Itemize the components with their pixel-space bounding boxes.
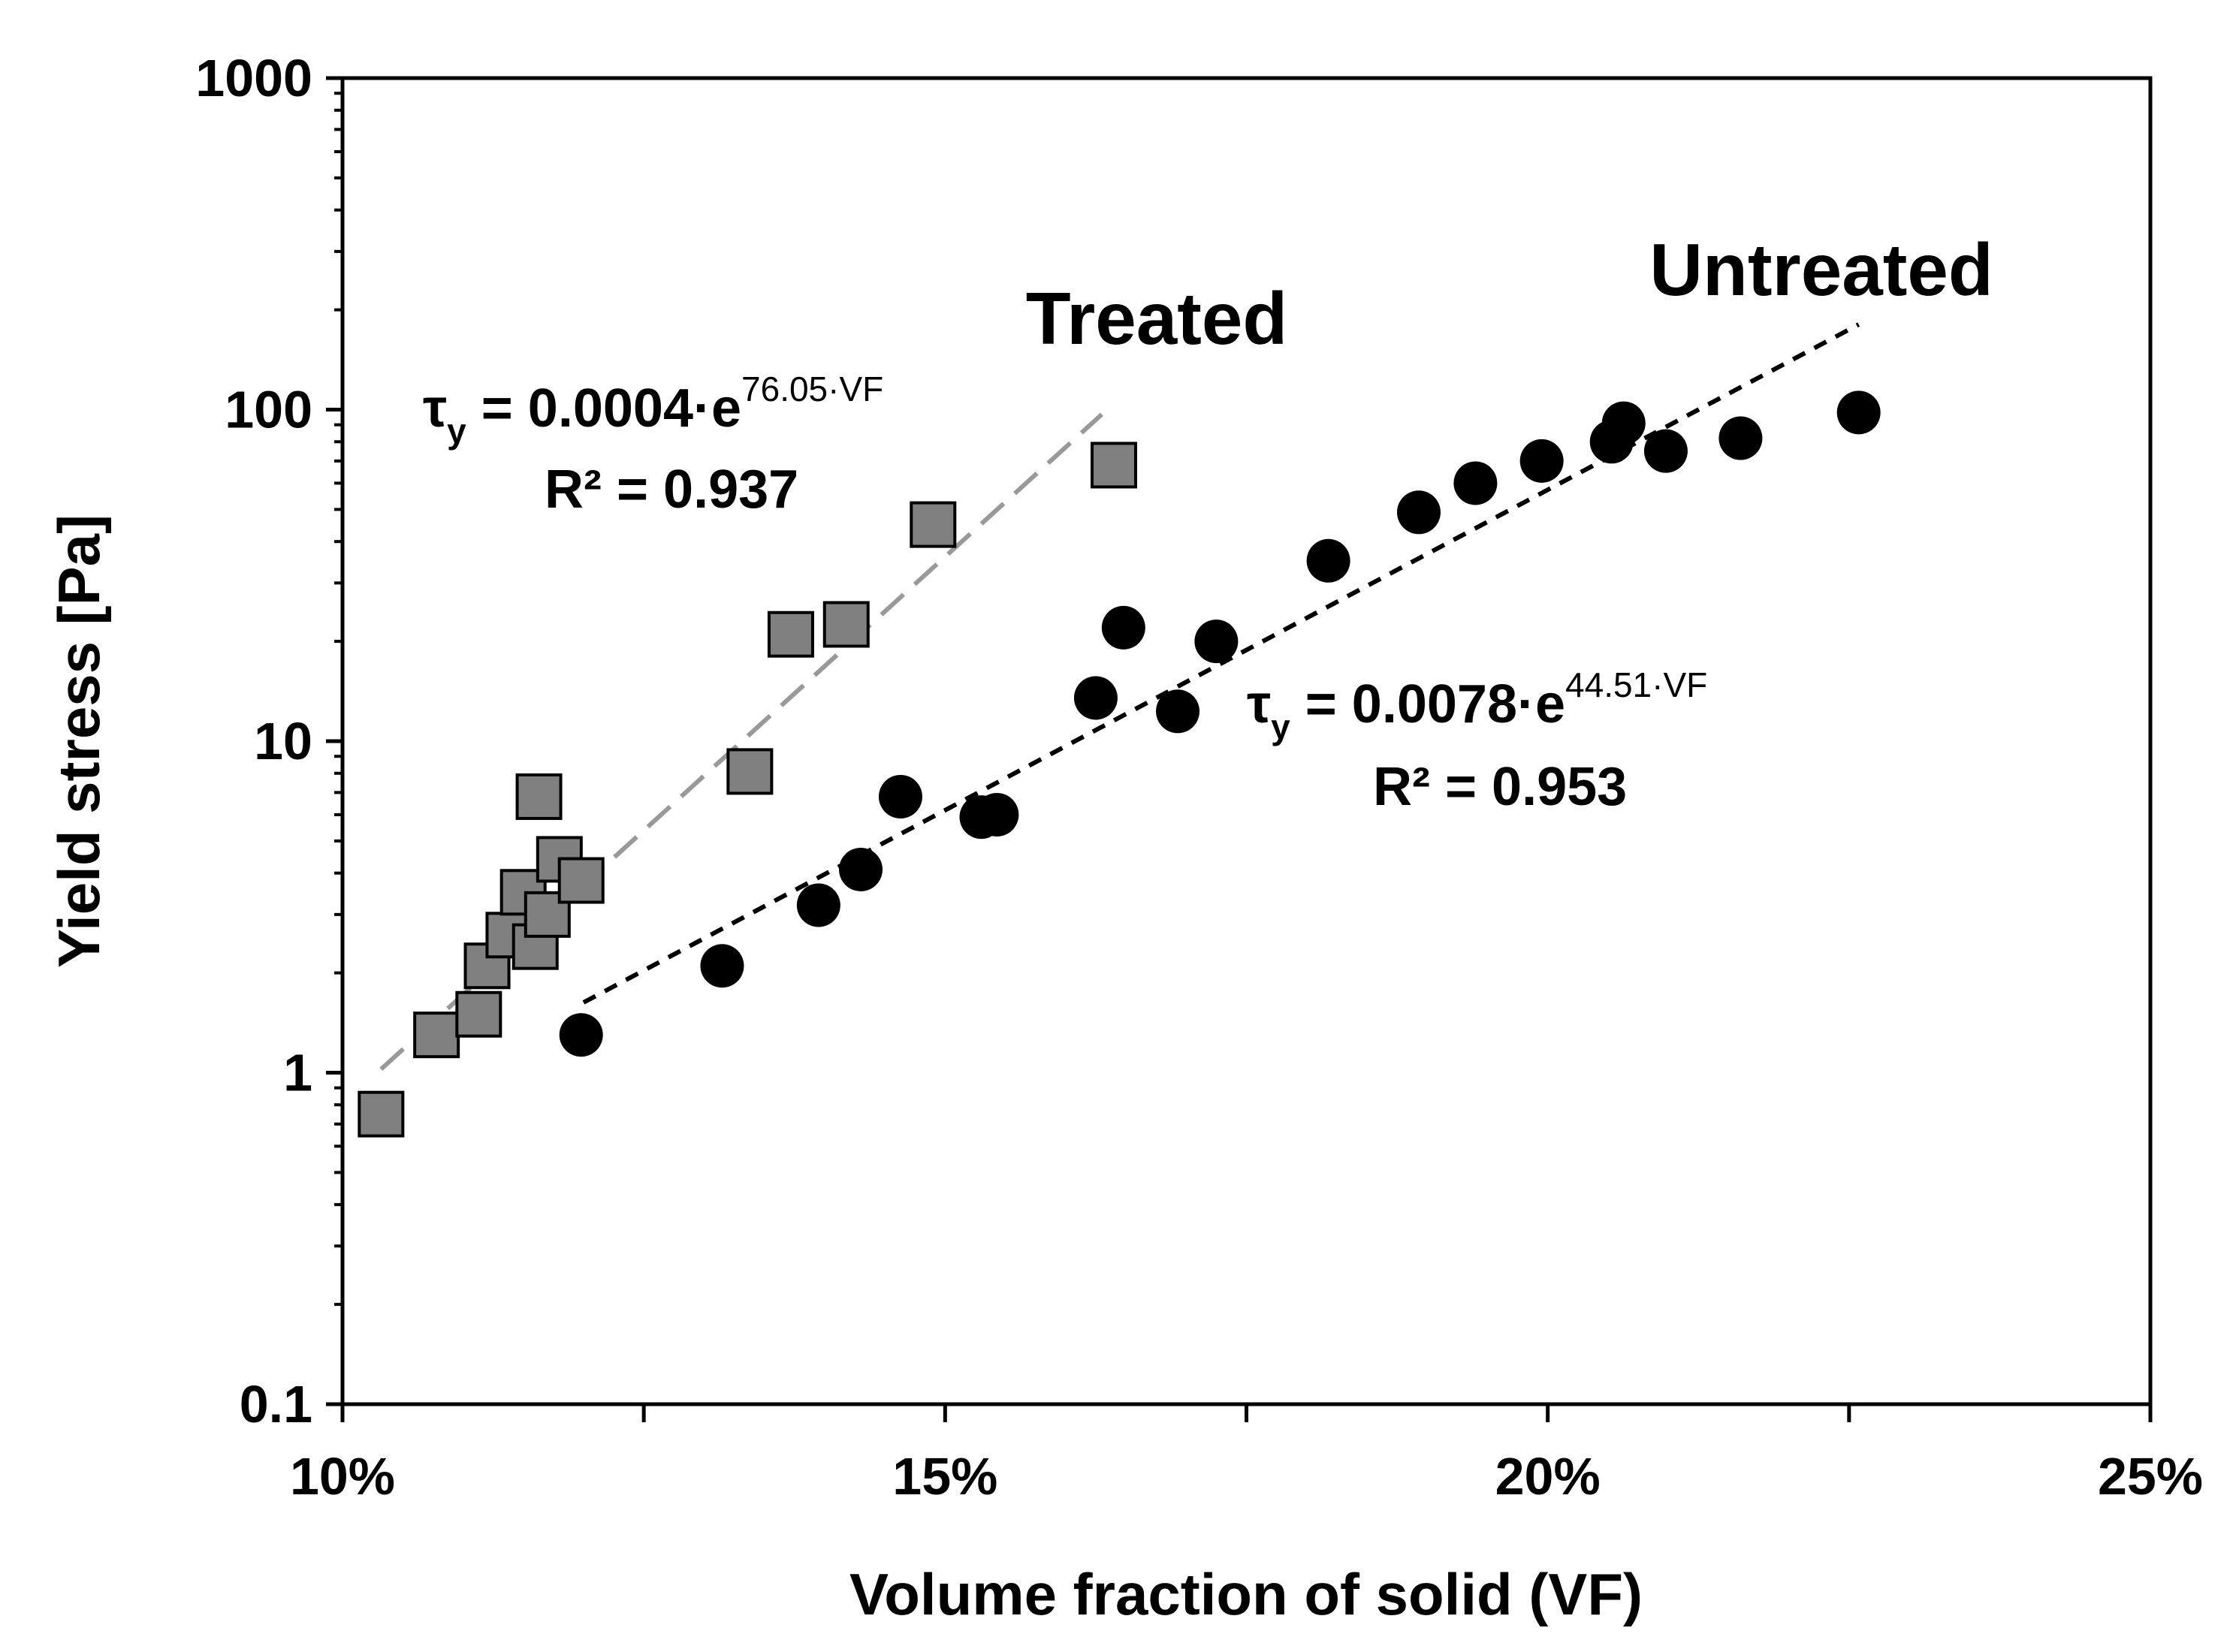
treated-point [910,501,957,548]
untreated-point [1718,416,1763,460]
treated-point [1090,442,1137,489]
treated-eq-coefficient: = 0.0004·e [466,378,741,439]
treated-point [515,773,563,820]
treated-eq-exponent: 76.05·VF [741,369,883,408]
x-axis-ticks [340,1404,2153,1422]
y-axis-title: Yield stress [Pa] [46,514,112,968]
untreated-point [1453,461,1498,505]
untreated-point [1156,689,1200,734]
untreated-point [1396,490,1441,535]
untreated-fit-equation: τy = 0.0078·e44.51·VF [1247,665,1707,746]
treated-point [455,990,502,1038]
untreated-point [559,1013,603,1057]
treated-fit-r2: R² = 0.937 [545,460,798,520]
treated-eq-subscript: y [447,411,466,451]
treated-point [557,857,605,904]
untreated-point [975,792,1019,837]
y-tick-label: 10 [254,712,312,770]
untreated-point [839,847,883,891]
y-tick-label: 1 [283,1044,312,1102]
untreated-point [1643,429,1688,473]
untreated-fit-line [582,322,1860,1005]
y-tick-label: 0.1 [240,1375,312,1433]
treated-point [767,610,814,658]
treated-point [413,1011,460,1059]
untreated-point [796,883,840,927]
x-tick-label: 10% [290,1447,395,1506]
untreated-eq-tau: τ [1247,674,1271,734]
x-axis-title: Volume fraction of solid (VF) [849,1561,1643,1627]
y-tick-label: 1000 [195,49,312,107]
data-markers [358,390,1881,1138]
treated-eq-tau: τ [423,378,447,439]
untreated-series-label: Untreated [1649,228,1993,311]
untreated-point [1836,390,1881,435]
untreated-point [1601,401,1646,445]
untreated-fit-r2: R² = 0.953 [1373,757,1627,817]
treated-point [822,601,870,648]
untreated-point [1073,676,1118,720]
y-axis-tick-labels: 0.1 1 10 100 1000 [195,49,312,1433]
untreated-point [878,774,922,818]
x-tick-label: 15% [892,1447,997,1506]
untreated-point [1519,439,1564,483]
untreated-eq-coefficient: = 0.0078·e [1290,674,1565,734]
x-tick-label: 20% [1495,1447,1601,1506]
untreated-point [1101,605,1145,650]
untreated-point [1194,620,1239,664]
treated-point [726,748,774,795]
treated-point [358,1090,405,1138]
untreated-eq-exponent: 44.51·VF [1565,665,1707,704]
treated-fit-equation: τy = 0.0004·e76.05·VF [423,369,883,451]
y-tick-label: 100 [225,381,312,439]
untreated-point [1306,538,1350,583]
x-tick-label: 25% [2098,1447,2203,1506]
treated-series-label: Treated [1026,277,1288,360]
y-axis-ticks [326,76,342,1406]
untreated-point [700,944,744,988]
treated-point [524,891,571,938]
untreated-eq-subscript: y [1271,707,1290,746]
x-axis-tick-labels: 10% 15% 20% 25% [290,1447,2203,1506]
